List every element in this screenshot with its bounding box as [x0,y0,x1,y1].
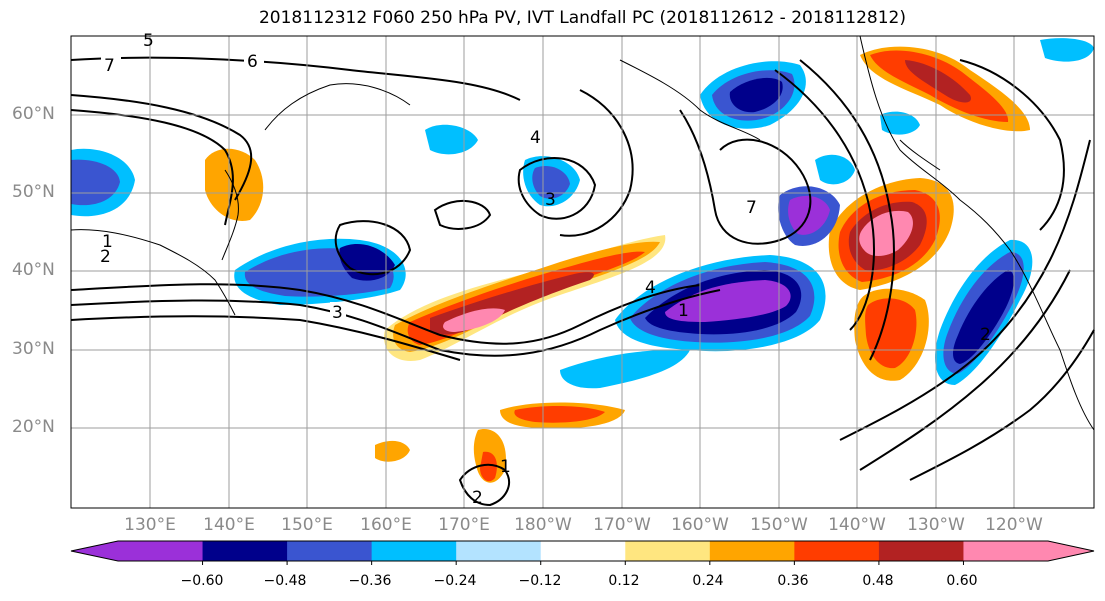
contour-label: 7 [104,56,115,76]
colorbar-swatch [709,541,795,561]
contour-label: 3 [545,190,556,210]
lon-label: 170°E [438,515,490,535]
contour-label: 1 [678,301,689,321]
lon-label: 140°E [203,515,255,535]
colorbar-swatch [963,541,1049,561]
colorbar-swatch [794,541,880,561]
plot-frame [70,35,1095,509]
lon-label: 160°E [360,515,412,535]
lat-label-60n: 60°N [12,104,55,124]
colorbar-tick-label: −0.36 [348,573,392,589]
lon-label: 150°E [281,515,333,535]
colorbar-swatch [202,541,288,561]
colorbar-tick-label: 0.12 [608,573,640,589]
colorbar-swatch [118,541,204,561]
contour-labels: 7 6 5 4 3 2 1 7 4 3 2 1 1 2 [100,31,991,508]
lon-label: 120°W [985,515,1043,535]
colorbar-swatch [625,541,711,561]
contour-label: 4 [645,278,656,298]
colorbar-tick-label: 0.60 [946,573,978,589]
colorbar-tick-label: −0.24 [433,573,477,589]
colorbar-extend-high [1048,541,1094,561]
colorbar-outline [70,540,1095,562]
contour-label: 4 [530,128,541,148]
contour-label: 2 [472,488,483,508]
lon-label: 130°E [124,515,176,535]
colorbar-tick-label: −0.12 [518,573,562,589]
colorbar-swatch [456,541,542,561]
lon-label: 160°W [671,515,729,535]
coastlines [70,35,1095,431]
lon-label: 130°W [907,515,965,535]
contour-label: 2 [100,247,111,267]
colorbar [70,540,1095,565]
contour-label: 6 [247,52,258,72]
contour-label: 1 [500,457,511,477]
lon-label: 150°W [750,515,808,535]
colorbar-swatch [287,541,373,561]
contour-label: 1 [102,232,113,252]
colorbar-tick-label: −0.48 [263,573,307,589]
contour-label: 2 [980,325,991,345]
colorbar-swatch [540,541,626,561]
colorbar-tick-label: −0.60 [180,573,224,589]
map-title: 2018112312 F060 250 hPa PV, IVT Landfall… [258,8,906,28]
colorbar-tick-label: 0.24 [692,573,724,589]
pv-contours [70,56,1095,507]
lon-label: 140°W [828,515,886,535]
colorbar-tick-label: 0.36 [777,573,809,589]
colorbar-tick-label: 0.48 [862,573,894,589]
lat-label-40n: 40°N [12,260,55,280]
contour-label: 3 [332,303,343,323]
contour-label: 7 [746,198,757,218]
lat-label-50n: 50°N [12,182,55,202]
gridlines [71,36,1094,508]
lat-label-30n: 30°N [12,339,55,359]
colorbar-extend-low [71,541,118,561]
lon-label: 180°W [514,515,572,535]
lon-label: 170°W [593,515,651,535]
colorbar-swatch [878,541,964,561]
lat-label-20n: 20°N [12,417,55,437]
colorbar-swatch [371,541,457,561]
contour-label: 5 [143,31,154,51]
